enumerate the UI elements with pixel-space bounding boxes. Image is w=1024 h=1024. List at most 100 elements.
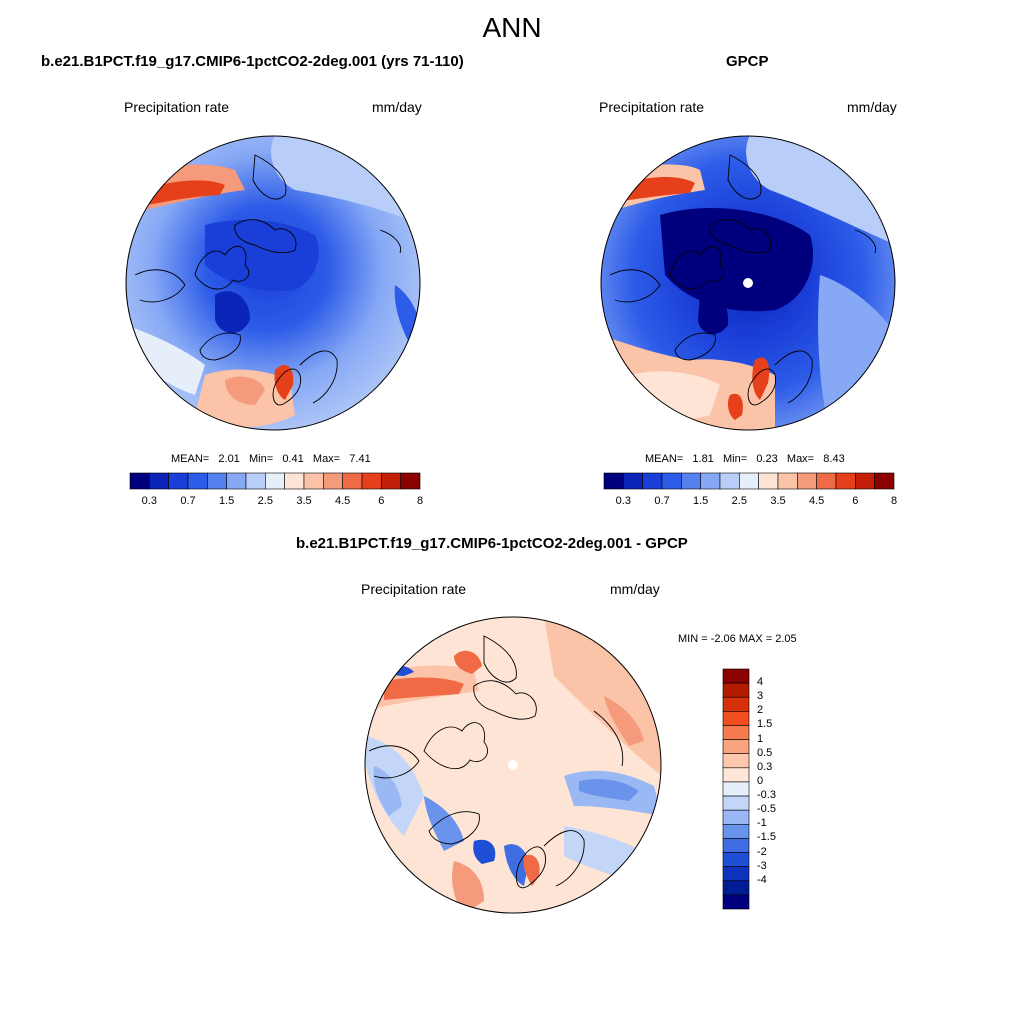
obs-colorbar-swatch [642, 472, 663, 490]
diff-colorbar-tick-label: -1.5 [757, 831, 776, 844]
model-colorbar-tick-label: 6 [378, 495, 385, 507]
model-units-label: mm/day [372, 99, 422, 115]
diff-colorbar-swatch [722, 753, 750, 769]
diff-colorbar-swatch [722, 809, 750, 825]
obs-colorbar-swatch [661, 472, 682, 490]
diff-colorbar-swatch [722, 668, 750, 684]
model-colorbar-swatch [187, 472, 208, 490]
model-colorbar-swatch [245, 472, 266, 490]
obs-colorbar-tick-label: 0.7 [654, 495, 670, 507]
model-colorbar-tick-label: 0.3 [141, 495, 157, 507]
obs-units-label: mm/day [847, 99, 897, 115]
diff-colorbar-tick-label: 1 [757, 732, 764, 745]
diff-colorbar-swatch [722, 823, 750, 839]
obs-colorbar-tick-label: 3.5 [770, 495, 786, 507]
model-max-label: Max= [312, 453, 341, 465]
obs-colorbar-swatch [855, 472, 875, 490]
obs-colorbar-swatch [739, 472, 759, 490]
model-colorbar [129, 472, 421, 490]
diff-colorbar-tick-label: 1.5 [757, 718, 773, 731]
figure-title: ANN [482, 12, 542, 43]
diff-colorbar-tick-label: 4 [757, 676, 764, 689]
model-colorbar-swatch [400, 472, 421, 490]
diff-colorbar-swatch [722, 682, 750, 698]
obs-panel-title: GPCP [726, 53, 769, 70]
diff-colorbar-swatch [722, 725, 750, 740]
obs-colorbar-swatch [816, 472, 837, 490]
obs-colorbar-swatch [623, 472, 643, 490]
model-min-label: Min= [248, 453, 274, 465]
model-colorbar-tick-label: 1.5 [219, 495, 235, 507]
obs-max-value: 8.43 [823, 453, 845, 465]
obs-polar-map [600, 135, 896, 431]
diff-minmax-text: MIN = -2.06 MAX = 2.05 [678, 633, 797, 645]
diff-colorbar-tick-label: -0.5 [757, 803, 776, 816]
model-colorbar-swatch [265, 472, 285, 490]
obs-colorbar-tick-label: 1.5 [693, 495, 709, 507]
diff-colorbar-tick-label: 0.3 [757, 760, 773, 773]
model-colorbar-tick-label: 2.5 [257, 495, 273, 507]
obs-max-label: Max= [786, 453, 815, 465]
obs-colorbar-swatch [681, 472, 701, 490]
obs-colorbar-swatch [874, 472, 895, 490]
model-panel-title: b.e21.B1PCT.f19_g17.CMIP6-1pctCO2-2deg.0… [41, 53, 464, 70]
diff-colorbar-tick-label: 0 [757, 774, 764, 787]
diff-colorbar-swatch [722, 866, 750, 882]
model-colorbar-swatch [323, 472, 343, 490]
obs-min-label: Min= [722, 453, 748, 465]
obs-colorbar-swatch [700, 472, 721, 490]
diff-colorbar-swatch [722, 781, 750, 797]
obs-colorbar-tick-label: 0.3 [615, 495, 631, 507]
model-colorbar-swatch [361, 472, 382, 490]
diff-colorbar [722, 668, 750, 910]
obs-mean-value: 1.81 [692, 453, 714, 465]
obs-colorbar-swatch [777, 472, 798, 490]
diff-colorbar-tick-label: 0.5 [757, 746, 773, 759]
obs-colorbar-tick-label: 4.5 [809, 495, 825, 507]
model-colorbar-swatch [129, 472, 150, 490]
diff-units-label: mm/day [610, 581, 660, 597]
diff-colorbar-labels: 4 3 2 1.5 1 0.5 0.3 0 -0.3 -0.5 -1 -1.5 -2 -3 -4 [757, 669, 797, 909]
obs-colorbar [603, 472, 895, 490]
obs-mean-label: MEAN= [645, 453, 684, 465]
obs-colorbar-swatch [835, 472, 856, 490]
model-colorbar-swatch [342, 472, 363, 490]
model-colorbar-swatch [284, 472, 305, 490]
model-stats: MEAN= 2.01 Min= 0.41 Max= 7.41 [171, 453, 371, 465]
model-max-value: 7.41 [349, 453, 371, 465]
obs-left-label: Precipitation rate [599, 99, 705, 115]
diff-colorbar-tick-label: -4 [757, 873, 767, 886]
model-mean-value: 2.01 [218, 453, 240, 465]
model-colorbar-tick-label: 4.5 [335, 495, 351, 507]
diff-colorbar-swatch [722, 767, 750, 783]
model-colorbar-swatch [381, 472, 401, 490]
diff-colorbar-swatch [722, 739, 750, 755]
model-colorbar-tick-label: 3.5 [296, 495, 312, 507]
obs-stats: MEAN= 1.81 Min= 0.23 Max= 8.43 [645, 453, 845, 465]
diff-colorbar-swatch [722, 880, 750, 896]
diff-colorbar-tick-label: -1 [757, 817, 767, 830]
diff-polar-map [364, 616, 662, 914]
model-min-value: 0.41 [282, 453, 304, 465]
model-colorbar-swatch [168, 472, 189, 490]
obs-colorbar-tick-label: 8 [890, 495, 898, 507]
diff-colorbar-swatch [722, 711, 750, 726]
model-colorbar-swatch [207, 472, 227, 490]
diff-colorbar-tick-label: 2 [757, 704, 764, 717]
model-colorbar-swatch [303, 472, 324, 490]
model-colorbar-swatch [226, 472, 247, 490]
obs-colorbar-tick-label: 6 [852, 495, 859, 507]
model-colorbar-labels: 0.3 0.7 1.5 2.5 3.5 4.5 6 8 [130, 495, 423, 509]
diff-left-label: Precipitation rate [361, 581, 467, 597]
obs-colorbar-swatch [758, 472, 779, 490]
diff-colorbar-tick-label: 3 [757, 690, 764, 703]
diff-colorbar-swatch [722, 894, 750, 910]
diff-colorbar-swatch [722, 838, 750, 853]
diff-colorbar-tick-label: -2 [757, 845, 767, 858]
model-mean-label: MEAN= [171, 453, 210, 465]
diff-panel-title: b.e21.B1PCT.f19_g17.CMIP6-1pctCO2-2deg.0… [296, 535, 688, 552]
model-polar-map [125, 135, 421, 431]
diff-colorbar-tick-label: -0.3 [757, 789, 776, 802]
obs-colorbar-labels: 0.3 0.7 1.5 2.5 3.5 4.5 6 8 [604, 495, 897, 509]
obs-min-value: 0.23 [756, 453, 778, 465]
